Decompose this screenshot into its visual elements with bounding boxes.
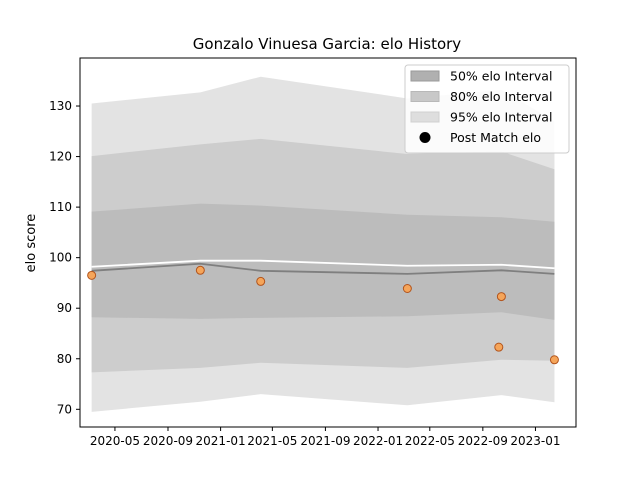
data-point-2 xyxy=(256,276,266,286)
x-tick-label-3: 2021-05 xyxy=(247,434,297,448)
series-lines xyxy=(91,259,555,275)
legend-swatch-1 xyxy=(410,91,440,102)
post-match-points xyxy=(87,265,559,365)
legend-label-0: 50% elo Interval xyxy=(450,69,552,84)
legend-label-3: Post Match elo xyxy=(450,130,541,145)
x-axis: 2020-05 2020-09 2021-01 2021-05 2021-09 2022-… xyxy=(90,427,561,448)
data-point-0 xyxy=(87,270,97,280)
band-2 xyxy=(91,203,555,320)
x-tick-label-7: 2022-09 xyxy=(458,434,508,448)
x-tick-label-0: 2020-05 xyxy=(90,434,140,448)
data-point-4 xyxy=(494,342,504,352)
data-point-1 xyxy=(195,265,205,275)
y-axis-label: elo score xyxy=(24,214,39,273)
x-tick-label-8: 2023-01 xyxy=(510,434,560,448)
legend-swatch-0 xyxy=(410,70,440,82)
y-tick-label-5: 120 xyxy=(49,150,72,164)
legend-label-1: 80% elo Interval xyxy=(450,89,552,104)
chart-title: Gonzalo Vinuesa Garcia: elo History xyxy=(193,35,462,53)
x-tick-label-5: 2022-01 xyxy=(353,434,403,448)
legend-label-2: 95% elo Interval xyxy=(450,110,552,125)
legend-swatch-2 xyxy=(410,111,440,123)
y-tick-label-0: 70 xyxy=(57,402,72,416)
x-tick-label-2: 2021-01 xyxy=(196,434,246,448)
legend: 50% elo Interval 80% elo Interval 95% elo … xyxy=(404,64,570,154)
y-tick-label-1: 80 xyxy=(57,352,72,366)
series-line-mean xyxy=(91,262,555,275)
y-tick-label-4: 110 xyxy=(49,200,72,214)
y-axis: 70 80 90 100 110 120 130 xyxy=(49,99,80,416)
legend-box xyxy=(404,64,570,154)
interval-bands xyxy=(91,76,555,412)
x-tick-label-1: 2020-09 xyxy=(143,434,193,448)
series-line-mode xyxy=(91,259,555,270)
plot-frame xyxy=(79,57,577,428)
legend-marker-3 xyxy=(419,132,431,143)
y-tick-label-2: 90 xyxy=(57,301,72,315)
x-tick-label-6: 2022-05 xyxy=(405,434,455,448)
data-point-3 xyxy=(402,283,412,293)
y-tick-label-6: 130 xyxy=(49,99,72,113)
data-point-5 xyxy=(496,292,506,302)
data-point-6 xyxy=(549,355,559,365)
y-tick-label-3: 100 xyxy=(49,251,72,265)
x-tick-label-4: 2021-09 xyxy=(300,434,350,448)
